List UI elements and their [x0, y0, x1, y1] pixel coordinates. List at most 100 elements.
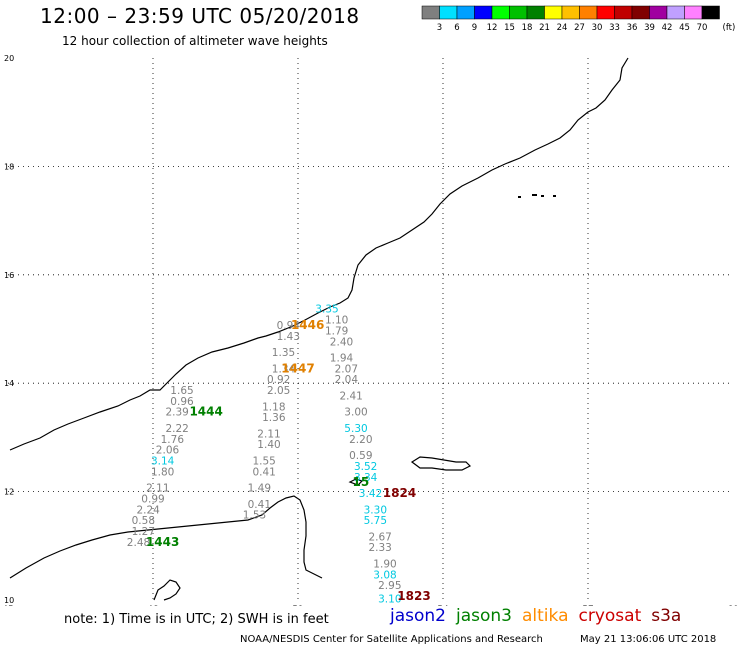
socotra-island: [410, 456, 472, 471]
color-scale-label: 70: [697, 23, 708, 33]
swh-value: 2.39: [165, 407, 188, 419]
swh-value: 0.58: [132, 515, 155, 527]
pass-time-label: 1443: [146, 535, 179, 549]
swh-value: 2.40: [330, 336, 353, 348]
pass-time-label: 15: [352, 475, 369, 489]
swh-value: 1.43: [277, 331, 300, 343]
color-swatch: [421, 5, 440, 20]
color-swatch: [701, 5, 720, 20]
generation-timestamp: May 21 13:06:06 UTC 2018: [580, 634, 717, 645]
pass-time-label: 1444: [189, 405, 222, 419]
pass-time-label: 1824: [383, 486, 416, 500]
color-scale-label: 45: [679, 23, 690, 33]
color-swatch: [666, 5, 685, 20]
abd-al-kuri-island: [348, 478, 364, 486]
color-swatch: [631, 5, 650, 20]
color-scale-label: 24: [557, 23, 568, 33]
swh-value: 1.35: [272, 347, 295, 359]
color-scale-label: 12: [487, 23, 498, 33]
color-swatch: [579, 5, 598, 20]
color-swatch: [544, 5, 563, 20]
swh-value: 1.80: [151, 466, 174, 478]
color-scale-label: 9: [472, 23, 477, 33]
color-scale-label: 30: [592, 23, 603, 33]
djibouti-coastline: [153, 579, 181, 601]
swh-value: 0.94: [277, 320, 301, 332]
swh-value: 0.99: [141, 493, 164, 505]
credit-line: NOAA/NESDIS Center for Satellite Applica…: [240, 634, 543, 645]
color-scale-label: 33: [609, 23, 620, 33]
color-scale-label: 36: [627, 23, 638, 33]
swh-value: 0.59: [349, 450, 372, 462]
swh-value: 0.92: [267, 374, 290, 386]
islet: [518, 196, 521, 198]
swh-value: 2.95: [378, 580, 401, 592]
swh-value: 1.90: [373, 558, 396, 570]
lat-tick-label: 16: [4, 271, 14, 280]
color-swatch: [649, 5, 668, 20]
swh-value: 1.76: [161, 434, 185, 446]
swh-value: 2.24: [136, 504, 160, 516]
swh-value: 2.04: [335, 374, 359, 386]
swh-value: 0.41: [252, 466, 275, 478]
swh-value: 1.27: [132, 526, 155, 538]
islet: [553, 195, 556, 197]
lon-tick-label: 45: [2, 605, 13, 606]
swh-value: 2.05: [267, 385, 290, 397]
lon-tick-label: 51: [292, 605, 303, 606]
swh-value: 3.08: [373, 569, 396, 581]
axis-labels: 45 48 51 54 57 60 20 18 16 14 12 10: [2, 54, 739, 606]
satellite-name: altika: [522, 606, 569, 626]
swh-value: 3.52: [354, 461, 377, 473]
lon-tick-label: 60: [727, 605, 739, 606]
lat-lon-grid: [8, 58, 733, 600]
swh-value: 0.96: [170, 396, 194, 408]
lat-tick-label: 14: [4, 379, 14, 388]
pass-time-label: 1823: [397, 589, 430, 603]
color-scale-label: 39: [644, 23, 655, 33]
lon-tick-label: 57: [582, 605, 593, 606]
map-title: 12:00 – 23:59 UTC 05/20/2018: [40, 4, 360, 28]
swh-value: 3.42: [359, 488, 382, 500]
color-swatch: [474, 5, 493, 20]
swh-value: 1.34: [272, 363, 296, 375]
color-scale-bar: 3 6 9 12 15 18 21 24 27 30 33 36 39 42 45 70 (ft): [421, 5, 735, 33]
color-swatch: [509, 5, 528, 20]
color-scale-label: 42: [662, 23, 673, 33]
lon-tick-label: 54: [437, 605, 449, 606]
satellite-name: jason3: [456, 606, 512, 626]
satellite-name: cryosat: [578, 606, 642, 626]
swh-value: 1.55: [252, 456, 275, 468]
swh-value: 5.75: [364, 515, 387, 527]
swh-value: 1.40: [257, 439, 280, 451]
color-swatch: [596, 5, 615, 20]
color-swatch: [561, 5, 580, 20]
lon-tick-label: 48: [147, 605, 159, 606]
islet: [532, 194, 537, 196]
swh-value: 5.30: [344, 423, 367, 435]
arabian-coastline: [9, 57, 629, 451]
swh-value: 3.34: [354, 472, 378, 484]
swh-value: 1.53: [243, 510, 266, 522]
footer: note: 1) Time is in UTC; 2) SWH is in fe…: [0, 606, 740, 650]
pass-time-label: 1447: [281, 361, 314, 375]
swh-value: 2.41: [339, 390, 362, 402]
swh-value: 3.10: [378, 594, 401, 606]
swh-value: 2.67: [368, 531, 391, 543]
swh-value: 2.20: [349, 434, 372, 446]
swh-value: 2.07: [335, 363, 358, 375]
pass-time-label: 1446: [291, 318, 324, 332]
color-scale-label: 27: [574, 23, 585, 33]
swh-value: 3.00: [344, 407, 367, 419]
color-swatch: [456, 5, 475, 20]
islet: [541, 195, 544, 197]
swh-value: 2.48: [127, 537, 150, 549]
somali-coastline: [9, 495, 323, 579]
color-swatch: [439, 5, 458, 20]
color-scale-label: 3: [437, 23, 442, 33]
coastline: [9, 57, 629, 601]
swh-value: 1.79: [325, 325, 348, 337]
swh-value: 2.11: [146, 483, 169, 495]
swh-value: 0.41: [248, 499, 271, 511]
